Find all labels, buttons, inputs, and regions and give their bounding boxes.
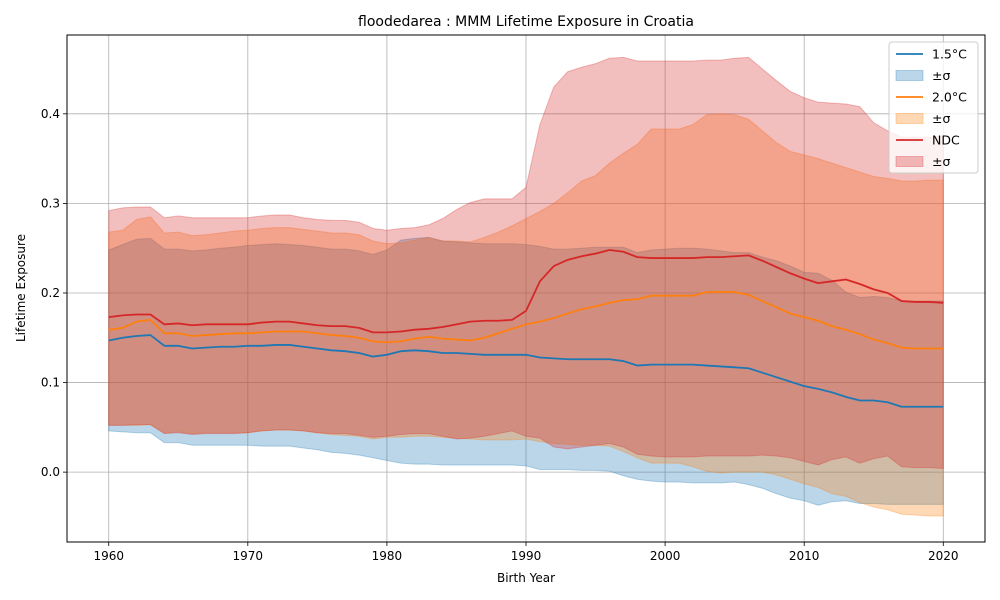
legend-band-swatch	[895, 70, 924, 81]
x-tick-label: 2010	[789, 549, 820, 563]
band-1-5-c	[108, 236, 944, 506]
sigma-bands	[108, 56, 944, 517]
x-axis-label: Birth Year	[497, 571, 555, 585]
x-tick-label: 2020	[928, 549, 959, 563]
y-axis-ticks: 0.0 0.1 0.2 0.3 0.4	[41, 107, 67, 479]
x-tick-label: 2000	[650, 549, 681, 563]
line-2-0-c	[108, 291, 944, 350]
x-tick-label: 1960	[93, 549, 124, 563]
legend-band-swatch	[895, 156, 924, 167]
legend-label: 1.5°C	[932, 47, 967, 62]
mean-lines	[108, 249, 944, 408]
band-ndc	[108, 56, 944, 470]
band-2-0-c	[108, 113, 944, 517]
line-ndc	[108, 249, 944, 334]
legend-label: NDC	[932, 133, 960, 148]
legend-band-label: ±σ	[932, 68, 950, 83]
legend-band-swatch	[895, 113, 924, 124]
legend-band-label: ±σ	[932, 154, 950, 169]
y-axis-label: Lifetime Exposure	[14, 234, 28, 342]
x-tick-label: 1970	[233, 549, 264, 563]
y-tick-label: 0.1	[41, 376, 60, 390]
legend: 1.5°C ±σ 2.0°C ±σ NDC ±σ	[888, 41, 979, 174]
grid-lines	[67, 35, 985, 542]
x-axis-ticks: 1960 1970 1980 1990 2000 2010 2020	[93, 542, 959, 563]
legend-band-label: ±σ	[932, 111, 950, 126]
y-tick-label: 0.2	[41, 286, 60, 300]
line-1-5-c	[108, 334, 944, 408]
chart-title: floodedarea : MMM Lifetime Exposure in C…	[358, 14, 694, 30]
y-tick-label: 0.0	[41, 465, 60, 479]
x-tick-label: 1980	[372, 549, 403, 563]
y-tick-label: 0.4	[41, 107, 60, 121]
legend-label: 2.0°C	[932, 90, 967, 105]
y-tick-label: 0.3	[41, 196, 60, 210]
x-tick-label: 1990	[511, 549, 542, 563]
